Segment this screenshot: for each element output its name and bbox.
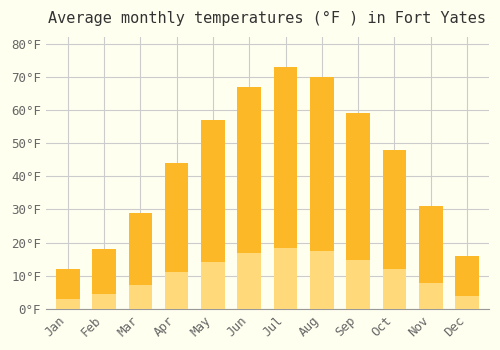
Bar [456, 296, 479, 309]
Bar [92, 249, 116, 309]
Bar [456, 256, 479, 309]
Bar [310, 251, 334, 309]
Bar [92, 294, 116, 309]
Bar [238, 253, 261, 309]
Bar [419, 206, 442, 309]
Bar [310, 77, 334, 309]
Bar [128, 285, 152, 309]
Bar [346, 260, 370, 309]
Bar [346, 113, 370, 309]
Bar [165, 272, 188, 309]
Bar [165, 163, 188, 309]
Bar [238, 87, 261, 309]
Bar [274, 248, 297, 309]
Bar [419, 283, 442, 309]
Bar [128, 213, 152, 309]
Bar [274, 67, 297, 309]
Title: Average monthly temperatures (°F ) in Fort Yates: Average monthly temperatures (°F ) in Fo… [48, 11, 486, 26]
Bar [56, 299, 80, 309]
Bar [382, 150, 406, 309]
Bar [382, 269, 406, 309]
Bar [201, 262, 225, 309]
Bar [56, 269, 80, 309]
Bar [201, 120, 225, 309]
